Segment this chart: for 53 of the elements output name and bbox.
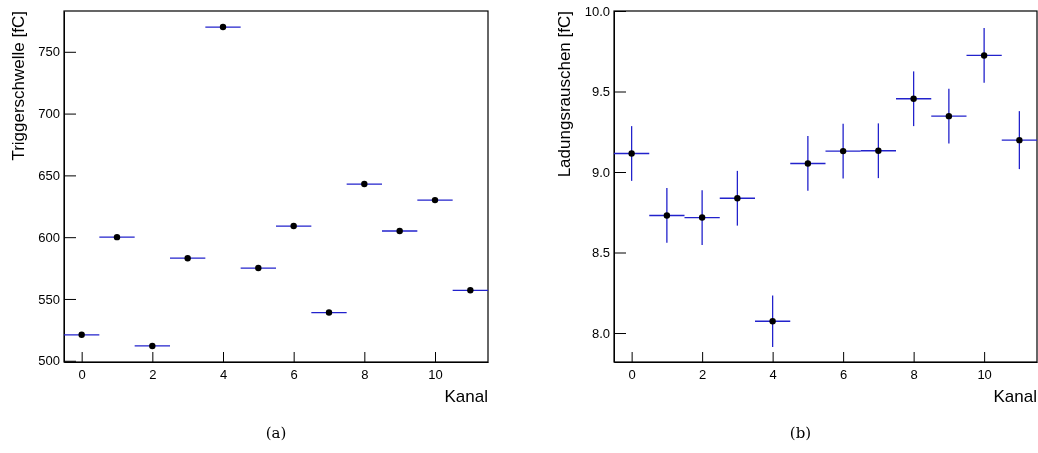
x-tick-label: 2 <box>699 367 707 383</box>
y-axis-title: Ladungsrauschen [fC] <box>555 11 574 178</box>
x-axis-title: Kanal <box>993 387 1037 406</box>
x-tick-label: 10 <box>977 367 992 383</box>
y-tick-label: 750 <box>38 44 60 60</box>
point <box>1016 136 1023 144</box>
point <box>290 222 297 230</box>
point <box>663 212 671 219</box>
point <box>396 227 403 235</box>
point <box>839 147 847 155</box>
point <box>431 196 439 204</box>
y-tick-label: 600 <box>38 229 60 245</box>
x-tick-label: 2 <box>149 367 157 383</box>
y-tick-label: 700 <box>38 106 60 122</box>
x-tick-label: 8 <box>910 367 918 383</box>
y-tick-label: 8.5 <box>591 245 610 261</box>
point <box>113 233 121 241</box>
point <box>219 23 227 31</box>
y-axis-title: Triggerschwelle [fC] <box>9 11 28 161</box>
point <box>734 195 741 202</box>
point <box>945 112 953 120</box>
point <box>467 287 474 294</box>
text: (a) <box>265 424 287 442</box>
point <box>980 52 988 59</box>
point <box>255 264 262 272</box>
point <box>769 318 776 325</box>
point <box>698 214 706 221</box>
x-tick-label: 8 <box>361 367 369 383</box>
point <box>184 254 191 262</box>
text: (b) <box>789 424 812 442</box>
point <box>804 160 812 167</box>
y-tick-label: 8.0 <box>591 325 610 341</box>
x-tick-label: 6 <box>840 367 848 383</box>
y-tick-label: 10.0 <box>584 3 610 19</box>
point <box>78 331 85 339</box>
point <box>361 180 368 188</box>
y-tick-label: 550 <box>38 291 60 307</box>
x-axis-title: Kanal <box>444 387 488 406</box>
x-tick-label: 10 <box>428 367 443 383</box>
y-tick-label: 9.0 <box>591 164 610 180</box>
point <box>875 147 882 154</box>
point <box>325 309 333 316</box>
y-tick-label: 9.5 <box>591 84 610 100</box>
point <box>149 342 156 350</box>
x-tick-label: 0 <box>628 367 636 383</box>
x-tick-label: 4 <box>769 367 777 383</box>
y-tick-label: 650 <box>38 168 60 184</box>
x-tick-label: 6 <box>290 367 298 383</box>
point <box>910 95 917 102</box>
point <box>628 150 635 157</box>
x-tick-label: 4 <box>219 367 228 383</box>
x-tick-label: 0 <box>78 367 86 383</box>
y-tick-label: 500 <box>38 353 60 369</box>
